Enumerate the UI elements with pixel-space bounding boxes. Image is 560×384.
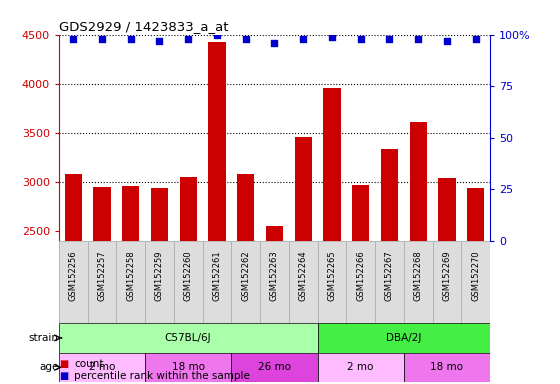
Text: 2 mo: 2 mo [347,362,374,372]
Text: percentile rank within the sample: percentile rank within the sample [74,371,250,381]
Bar [318,353,404,382]
Bar [231,241,260,323]
Text: 18 mo: 18 mo [172,362,204,372]
Text: GSM152269: GSM152269 [442,251,451,301]
Bar [145,241,174,323]
Point [298,36,307,42]
Bar [87,241,116,323]
Point [212,31,221,38]
Bar [64,174,82,384]
Bar [151,188,168,384]
Text: 2 mo: 2 mo [88,362,115,372]
Point [184,36,193,42]
Text: strain: strain [29,333,59,343]
Bar [409,122,427,384]
Text: GSM152261: GSM152261 [212,251,221,301]
Point [69,36,78,42]
Bar [352,185,369,384]
Text: GDS2929 / 1423833_a_at: GDS2929 / 1423833_a_at [59,20,228,33]
Bar [461,241,490,323]
Bar [266,226,283,384]
Text: 26 mo: 26 mo [258,362,291,372]
Bar [346,241,375,323]
Point [442,38,451,44]
Text: GSM152264: GSM152264 [298,251,307,301]
Point [270,40,279,46]
Text: DBA/2J: DBA/2J [386,333,422,343]
Text: age: age [39,362,59,372]
Point [155,38,164,44]
Bar [432,241,461,323]
Text: GSM152262: GSM152262 [241,251,250,301]
Bar [260,241,289,323]
Text: GSM152260: GSM152260 [184,251,193,301]
Point [241,36,250,42]
Bar [323,88,340,384]
Bar [289,241,318,323]
Bar [59,323,318,353]
Text: GSM152268: GSM152268 [414,251,423,301]
Text: GSM152270: GSM152270 [471,251,480,301]
Bar [318,323,490,353]
Point [385,36,394,42]
Text: GSM152265: GSM152265 [328,251,337,301]
Point [126,36,135,42]
Bar [59,353,145,382]
Text: count: count [74,359,104,369]
Bar [404,353,490,382]
Bar [180,177,197,384]
Point [471,36,480,42]
Bar [94,187,110,384]
Bar [375,241,404,323]
Bar [231,353,318,382]
Bar [116,241,145,323]
Text: 18 mo: 18 mo [431,362,463,372]
Point [328,33,337,40]
Bar [318,241,346,323]
Text: ■: ■ [59,371,68,381]
Bar [174,241,203,323]
Text: GSM152259: GSM152259 [155,251,164,301]
Bar [381,149,398,384]
Bar [145,353,231,382]
Text: C57BL/6J: C57BL/6J [165,333,212,343]
Text: GSM152257: GSM152257 [97,251,106,301]
Bar [438,178,455,384]
Text: GSM152256: GSM152256 [69,251,78,301]
Text: GSM152266: GSM152266 [356,251,365,301]
Point [356,36,365,42]
Text: ■: ■ [59,359,68,369]
Point [414,36,423,42]
Bar [122,186,139,384]
Bar [237,174,254,384]
Text: GSM152267: GSM152267 [385,251,394,301]
Bar [203,241,231,323]
Text: GSM152258: GSM152258 [126,251,135,301]
Point [97,36,106,42]
Bar [208,42,226,384]
Bar [467,188,484,384]
Bar [295,137,312,384]
Bar [404,241,432,323]
Text: GSM152263: GSM152263 [270,251,279,301]
Bar [59,241,87,323]
